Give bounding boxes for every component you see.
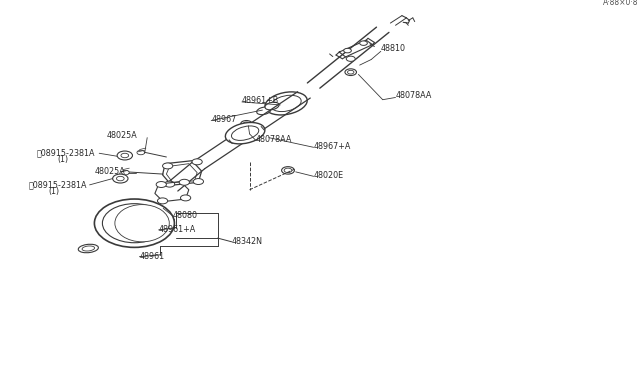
- Text: 48025A: 48025A: [95, 167, 125, 176]
- Ellipse shape: [257, 107, 271, 115]
- Ellipse shape: [232, 126, 259, 140]
- Text: (1): (1): [49, 187, 60, 196]
- Text: 48020E: 48020E: [314, 171, 344, 180]
- Circle shape: [116, 176, 124, 181]
- Ellipse shape: [265, 92, 307, 115]
- Circle shape: [241, 121, 252, 127]
- Circle shape: [157, 198, 168, 204]
- Circle shape: [243, 122, 250, 126]
- Ellipse shape: [271, 95, 301, 112]
- Text: 48342N: 48342N: [232, 237, 262, 246]
- Circle shape: [113, 174, 128, 183]
- Text: Ⓦ08915-2381A: Ⓦ08915-2381A: [29, 180, 87, 189]
- Text: A·88×0·8: A·88×0·8: [604, 0, 639, 7]
- Circle shape: [117, 151, 132, 160]
- Circle shape: [164, 181, 175, 187]
- Text: 48025A: 48025A: [106, 131, 137, 140]
- Ellipse shape: [95, 199, 174, 247]
- Circle shape: [192, 159, 202, 165]
- Ellipse shape: [82, 246, 95, 251]
- Text: 48080: 48080: [173, 211, 198, 219]
- Circle shape: [348, 70, 354, 74]
- Ellipse shape: [78, 244, 99, 253]
- Circle shape: [137, 150, 145, 155]
- Text: 48961+A: 48961+A: [159, 225, 196, 234]
- Circle shape: [193, 179, 204, 185]
- Circle shape: [345, 69, 356, 76]
- Ellipse shape: [102, 203, 166, 243]
- Circle shape: [163, 163, 173, 169]
- Ellipse shape: [225, 122, 265, 144]
- Circle shape: [344, 48, 351, 53]
- Ellipse shape: [115, 205, 169, 242]
- Text: 48961+B: 48961+B: [242, 96, 279, 105]
- Text: Ⓦ08915-2381A: Ⓦ08915-2381A: [37, 148, 95, 157]
- Text: 48810: 48810: [381, 44, 406, 53]
- Text: 48967+A: 48967+A: [314, 142, 351, 151]
- Text: 48078AA: 48078AA: [396, 92, 432, 100]
- Circle shape: [122, 170, 129, 175]
- Text: (1): (1): [58, 155, 68, 164]
- Text: 48967: 48967: [211, 115, 236, 124]
- Circle shape: [284, 168, 292, 173]
- Circle shape: [346, 56, 355, 61]
- Circle shape: [360, 41, 367, 45]
- Text: 48961: 48961: [140, 252, 164, 261]
- Circle shape: [156, 182, 166, 187]
- Ellipse shape: [265, 102, 279, 110]
- Circle shape: [180, 195, 191, 201]
- Circle shape: [282, 167, 294, 174]
- Text: 48078AA: 48078AA: [256, 135, 292, 144]
- Circle shape: [121, 153, 129, 158]
- Circle shape: [179, 179, 189, 185]
